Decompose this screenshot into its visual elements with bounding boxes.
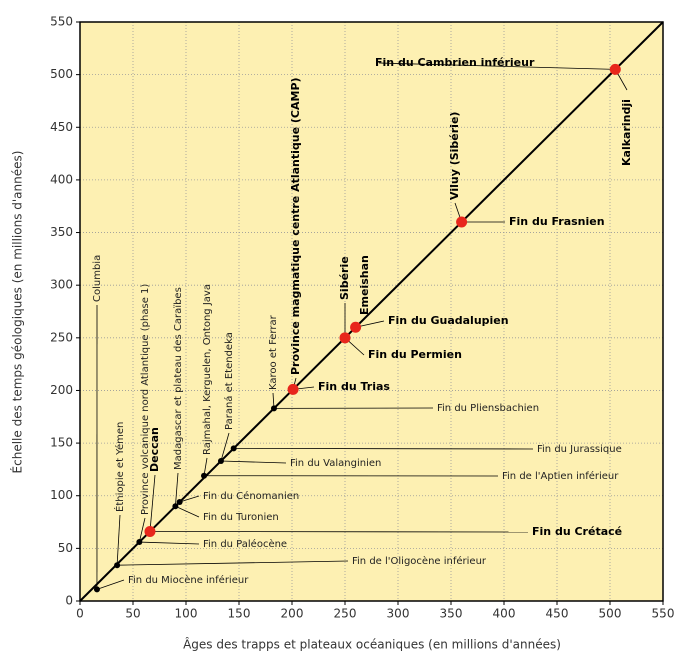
event-label: Fin du Guadalupien [388, 314, 509, 327]
x-tick-label: 150 [228, 607, 251, 621]
event-label: Fin du Cénomanien [203, 490, 299, 502]
x-axis-title: Âges des trapps et plateaux océaniques (… [183, 637, 561, 652]
x-tick-label: 250 [334, 607, 357, 621]
plot-border [79, 21, 664, 602]
y-tick-label: 350 [50, 225, 73, 239]
x-tick-label: 550 [652, 607, 675, 621]
event-label: Fin du Turonien [203, 512, 279, 523]
point [350, 321, 362, 333]
leader-line [378, 62, 616, 70]
x-tick-label: 200 [281, 607, 304, 621]
leader-line [233, 447, 534, 450]
point [287, 383, 299, 395]
leader-line [139, 541, 200, 545]
x-tick-label: 450 [546, 607, 569, 621]
point [114, 562, 121, 569]
point [136, 539, 143, 546]
event-label: Fin du Frasnien [509, 215, 605, 228]
point [339, 332, 351, 344]
y-tick-label: 500 [50, 67, 73, 81]
leader-line [149, 474, 156, 532]
y-tick-label: 0 [65, 594, 73, 608]
province-label: Province volcanique nord Atlantique (pha… [140, 284, 151, 515]
y-tick-label: 50 [58, 541, 73, 555]
province-label: Viluy (Sibérie) [448, 112, 461, 200]
province-label: Éthiopie et Yémen [113, 422, 126, 512]
province-label: Sibérie [338, 256, 351, 300]
y-tick-label: 450 [50, 120, 73, 134]
leader-line [96, 579, 125, 590]
y-tick-label: 250 [50, 330, 73, 344]
leader-line [175, 505, 200, 518]
event-label: Fin de l'Oligocène inférieur [352, 555, 487, 567]
event-label: Fin du Miocène inférieur [128, 574, 249, 586]
leader-line [220, 460, 287, 464]
x-tick-label: 100 [175, 607, 198, 621]
event-label: Fin de l'Aptien inférieur [502, 470, 619, 482]
event-label: Fin du Crétacé [532, 525, 622, 538]
point [609, 63, 621, 75]
province-label: Rajmahal, Kerguelen, Ontong Java [202, 284, 213, 455]
province-label: Madagascar et plateau des Caraïbes [173, 287, 184, 470]
point [144, 526, 156, 538]
x-tick-label: 300 [387, 607, 410, 621]
leader-line [138, 517, 146, 543]
y-tick-label: 300 [50, 278, 73, 292]
point [217, 457, 224, 464]
x-tick-label: 0 [76, 607, 84, 621]
province-label: Columbia [92, 255, 103, 302]
event-label: Fin du Jurassique [537, 444, 622, 455]
province-label: Deccan [148, 427, 161, 472]
province-label: Province magmatique centre Atlantique (C… [289, 77, 302, 375]
y-tick-label: 150 [50, 436, 73, 450]
province-label: Karoo et Ferrar [268, 314, 279, 390]
y-tick-label: 400 [50, 172, 73, 186]
x-tick-label: 350 [440, 607, 463, 621]
x-tick-label: 500 [599, 607, 622, 621]
point [93, 586, 100, 593]
point [456, 216, 468, 228]
province-label: Paraná et Etendeka [223, 332, 235, 430]
province-label: Emeishan [358, 255, 371, 315]
leader-line [179, 495, 200, 503]
y-tick-label: 200 [50, 383, 73, 397]
event-label: Fin du Paléocène [203, 538, 287, 550]
point [270, 405, 277, 412]
x-tick-label: 50 [125, 607, 140, 621]
x-tick-label: 400 [493, 607, 516, 621]
event-label: Fin du Permien [368, 348, 462, 361]
y-tick-label: 100 [50, 488, 73, 502]
point [230, 445, 237, 452]
leader-line [220, 432, 230, 462]
event-label: Fin du Valanginien [290, 458, 381, 469]
event-label: Fin du Cambrien inférieur [375, 56, 535, 69]
leader-line [116, 514, 121, 566]
event-label: Fin du Trias [318, 380, 390, 393]
leader-line [117, 560, 349, 566]
point [172, 503, 179, 510]
y-axis-title: Échelle des temps géologiques (en millio… [10, 151, 25, 474]
province-label: Kalkarindji [620, 99, 633, 166]
point [201, 472, 208, 479]
leader-line [175, 472, 179, 507]
point [176, 499, 183, 506]
y-tick-label: 550 [50, 15, 73, 29]
event-label: Fin du Pliensbachien [437, 403, 539, 414]
